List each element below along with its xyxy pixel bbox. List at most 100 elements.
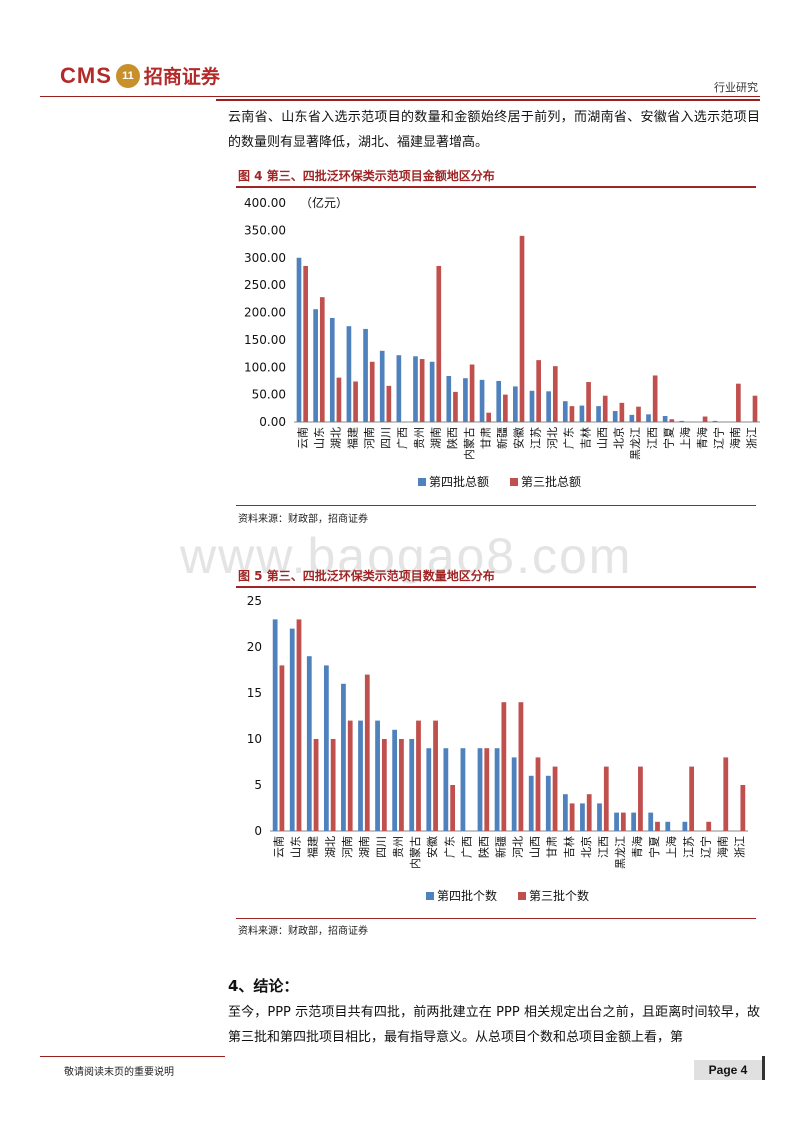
- chart2-category-label: 云南: [273, 836, 286, 858]
- chart2-bar-s2: [638, 766, 643, 831]
- chart1-bar-s2: [552, 366, 558, 422]
- chart2-bar-s1: [323, 665, 329, 831]
- chart1-category-label: 湖南: [429, 427, 442, 449]
- chart1-category-label: 广东: [563, 427, 576, 449]
- chart1-category-label: 青海: [695, 427, 709, 449]
- chart2-bar-s1: [648, 812, 654, 831]
- chart2-legend-label: 第四批个数: [437, 888, 497, 903]
- chart1-category-label: 贵州: [413, 427, 426, 449]
- chart1-bar-s1: [379, 350, 385, 422]
- intro-paragraph: 云南省、山东省入选示范项目的数量和金额始终居于前列，而湖南省、安徽省入选示范项目…: [228, 110, 760, 150]
- chart1-ytick-label: 400.00: [244, 196, 286, 210]
- chart1-bar-s2: [669, 419, 675, 422]
- header-section-label: 行业研究: [714, 81, 758, 94]
- chart1-category-label: 江苏: [529, 427, 542, 449]
- chart1-legend-label: 第四批总额: [429, 474, 489, 489]
- chart2-bar-s2: [330, 739, 336, 831]
- page-number-bar: [762, 1056, 765, 1080]
- chart2-legend-swatch: [426, 892, 434, 900]
- chart1-category-label: 山西: [596, 427, 609, 449]
- chart2-category-label: 湖北: [324, 836, 337, 858]
- chart1-ytick-label: 50.00: [252, 388, 286, 402]
- chart1-category-label: 陕西: [445, 427, 459, 449]
- figure4-chart: 0.00 50.00 100.00 150.00 200.00 250.00 300.00 3…: [244, 195, 760, 489]
- chart2-bar-s1: [460, 748, 466, 831]
- chart1-category-label: 新疆: [495, 427, 509, 449]
- header-divider: [40, 96, 760, 97]
- chart2-bar-s1: [289, 628, 295, 831]
- watermark: www.baogao8.com: [180, 528, 633, 584]
- chart2-bar-s1: [477, 748, 483, 831]
- chart2-bar-s2: [723, 757, 729, 831]
- chart1-category-label: 辽宁: [711, 427, 725, 449]
- figure5-chart: 0 5 10 15 20 25 云南 山东 福建 湖北 河南 湖南 四川 贵州 内蒙古 安徽 广东 广西 陕西 新疆河…: [247, 594, 748, 903]
- chart1-bar-s1: [712, 420, 718, 422]
- chart1-bar-s2: [353, 381, 358, 422]
- chart2-bar-s2: [586, 794, 592, 831]
- chart1-bar-s2: [702, 416, 708, 422]
- figure5-top-rule: [236, 586, 756, 588]
- chart1-category-label: 黑龙江: [629, 427, 642, 460]
- chart1-bar-s1: [579, 405, 585, 422]
- chart2-bar-s2: [603, 766, 609, 831]
- chart2-category-label: 甘肃: [546, 836, 559, 858]
- chart2-bar-s2: [313, 739, 319, 831]
- chart2-category-label: 内蒙古: [408, 836, 422, 869]
- logo-cn-text: 招商证券: [143, 66, 220, 88]
- chart1-bar-s1: [479, 379, 485, 422]
- chart2-bar-s2: [279, 665, 285, 831]
- chart1-bar-s1: [296, 257, 302, 422]
- header-divider-thick: [216, 99, 760, 101]
- chart1-bar-s2: [303, 265, 308, 422]
- chart1-bar-s2: [569, 406, 575, 422]
- chart1-bar-s2: [386, 385, 392, 422]
- conclusion-paragraph: 至今，PPP 示范项目共有四批，前两批建立在 PPP 相关规定出台之前，且距离时…: [228, 1005, 760, 1045]
- chart1-category-label: 江西: [646, 427, 659, 449]
- chart2-bar-s2: [518, 702, 524, 831]
- chart2-bar-s1: [306, 656, 312, 831]
- chart2-ytick-label: 20: [247, 640, 262, 654]
- chart2-bar-s1: [682, 821, 688, 831]
- chart2-category-label: 浙江: [733, 836, 746, 858]
- chart2-category-label: 宁夏: [647, 836, 661, 858]
- chart1-bar-s1: [562, 401, 568, 422]
- chart1-ytick-label: 150.00: [244, 333, 286, 347]
- chart2-bar-s2: [535, 757, 541, 831]
- chart1-bar-s1: [662, 415, 668, 422]
- chart1-bar-s1: [313, 309, 318, 422]
- chart2-category-label: 黑龙江: [614, 836, 627, 869]
- chart1-bar-s2: [336, 377, 342, 422]
- chart1-bar-s1: [546, 391, 551, 422]
- chart2-bar-s1: [426, 748, 432, 831]
- chart1-ytick-label: 350.00: [244, 223, 286, 237]
- chart2-category-label: 河北: [512, 836, 525, 858]
- chart1-bar-s2: [636, 406, 641, 422]
- chart2-bar-s1: [494, 748, 500, 831]
- chart2-bar-s1: [665, 821, 671, 831]
- chart2-bar-s1: [511, 757, 517, 831]
- figure5-title: 图 5 第三、四批泛环保类示范项目数量地区分布: [238, 569, 495, 583]
- chart2-bar-s2: [620, 812, 626, 831]
- chart2-bar-s1: [443, 748, 449, 831]
- chart2-category-label: 福建: [306, 836, 320, 858]
- chart2-category-label: 安徽: [425, 836, 439, 858]
- section-heading: 4、结论：: [228, 977, 299, 995]
- chart2-bar-s2: [655, 821, 660, 831]
- chart1-bar-s1: [513, 386, 518, 422]
- chart2-category-label: 新疆: [493, 836, 507, 858]
- chart1-ytick-label: 0.00: [259, 415, 286, 429]
- chart2-ytick-label: 15: [247, 686, 262, 700]
- chart2-bar-s2: [484, 748, 490, 831]
- chart2-bar-s2: [706, 821, 712, 831]
- chart1-bar-s2: [652, 375, 658, 422]
- chart1-bar-s2: [436, 265, 442, 422]
- chart2-ytick-label: 0: [254, 824, 262, 838]
- chart1-category-label: 山东: [313, 427, 326, 449]
- chart2-bar-s1: [358, 720, 363, 831]
- figure4-top-rule: [236, 186, 756, 188]
- chart2-legend-label: 第三批个数: [529, 888, 589, 903]
- chart1-ytick-label: 300.00: [244, 251, 286, 265]
- company-logo: CMS 11 招商证券: [60, 62, 220, 89]
- chart1-category-label: 甘肃: [479, 427, 492, 449]
- chart2-bar-s2: [689, 766, 695, 831]
